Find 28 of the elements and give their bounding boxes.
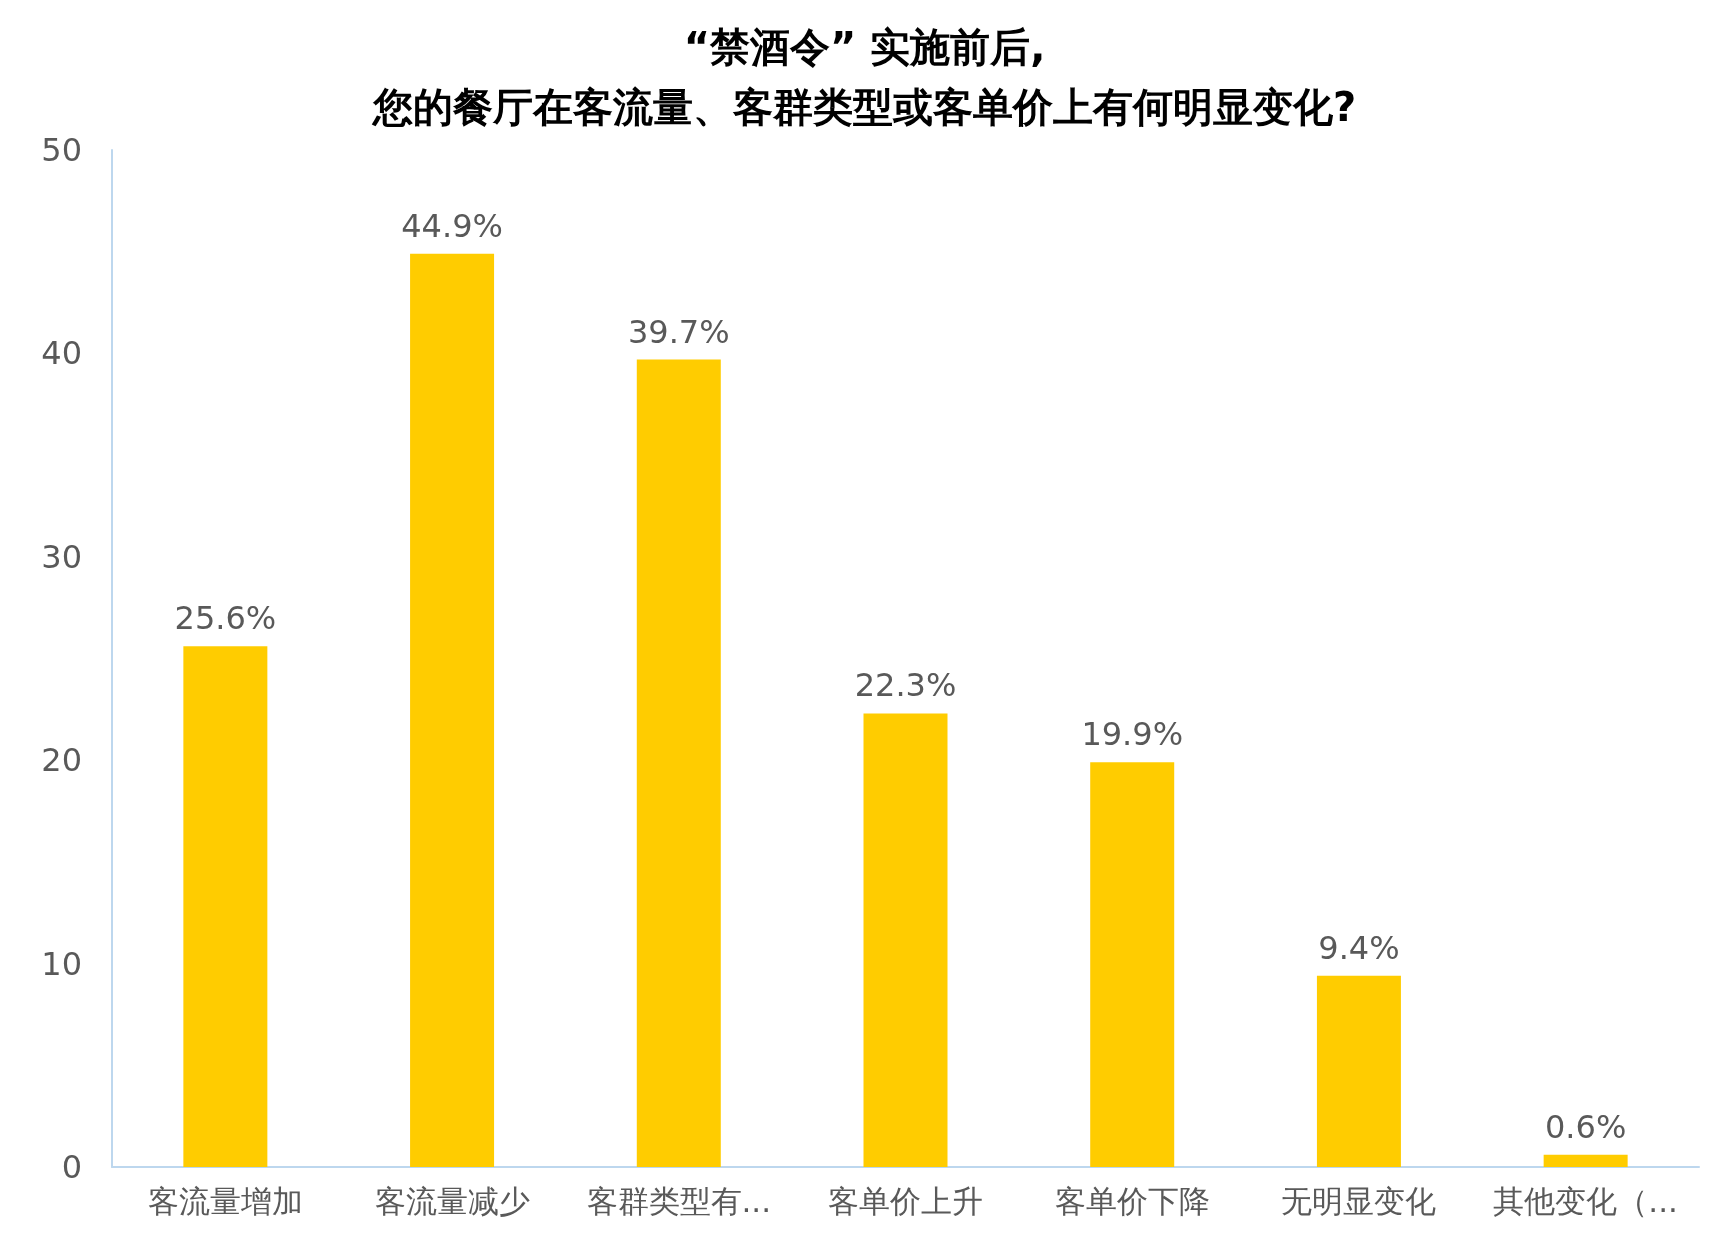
x-tick-label: 其他变化（...	[1493, 1182, 1678, 1219]
data-label: 19.9%	[1081, 715, 1184, 754]
bar	[636, 359, 721, 1167]
x-tick-label: 客群类型有...	[586, 1182, 772, 1219]
data-label: 9.4%	[1318, 928, 1400, 967]
data-label: 44.9%	[401, 206, 503, 245]
y-tick-label: 30	[41, 537, 82, 576]
bar	[1090, 762, 1175, 1167]
bar	[410, 253, 495, 1167]
x-tick-label: 客单价下降	[1054, 1182, 1210, 1219]
data-label: 22.3%	[854, 666, 957, 705]
y-tick-label: 0	[61, 1148, 82, 1186]
x-tick-label: 客流量增加	[147, 1182, 303, 1219]
x-tick-label: 无明显变化	[1281, 1182, 1437, 1219]
chart-title: “禁酒令” 实施前后, 您的餐厅在客流量、客群类型或客单价上有何明显变化?	[370, 24, 1357, 130]
data-label: 25.6%	[174, 599, 277, 638]
bar	[1543, 1154, 1628, 1167]
y-tick-label: 20	[41, 741, 82, 780]
y-tick-label: 10	[41, 944, 82, 983]
x-tick-label: 客单价上升	[828, 1182, 983, 1219]
bar	[1316, 975, 1401, 1167]
y-tick-label: 50	[41, 131, 82, 169]
bar	[183, 646, 268, 1167]
bar	[863, 713, 948, 1167]
data-label: 39.7%	[627, 312, 730, 351]
x-tick-label: 客流量减少	[374, 1182, 530, 1219]
data-label: 0.6%	[1544, 1107, 1627, 1146]
y-tick-label: 40	[41, 334, 82, 373]
